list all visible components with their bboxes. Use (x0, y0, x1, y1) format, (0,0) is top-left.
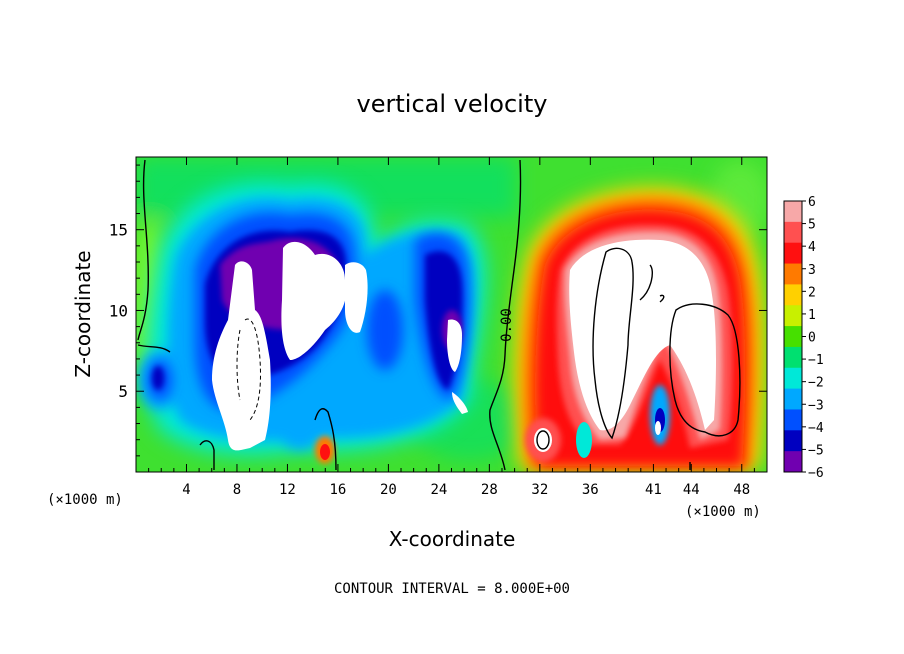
colorbar-tick-label: 6 (808, 195, 816, 210)
y-tick-label: 5 (118, 382, 128, 401)
y-tick-label: 10 (109, 301, 128, 320)
colorbar-tick-label: −1 (808, 353, 824, 368)
colorbar-swatch (784, 367, 802, 390)
x-tick-label: 28 (481, 482, 498, 498)
colorbar-swatch (784, 242, 802, 265)
colorbar-swatch (784, 409, 802, 431)
colorbar-tick-label: −5 (808, 443, 824, 458)
colorbar-swatch (784, 388, 802, 410)
colorbar-swatch (784, 430, 802, 452)
x-tick-label: 48 (733, 482, 750, 498)
x-tick-label: 44 (683, 482, 700, 498)
colorbar-tick-label: 1 (808, 308, 816, 323)
colorbar-swatch (784, 305, 802, 327)
x-tick-label: 24 (430, 482, 447, 498)
colorbar: 6 5 4 3 2 1 0 −1 −2 −3 −4 −5 −6 (783, 195, 824, 481)
colorbar-swatch (784, 201, 802, 223)
colorbar-tick-label: −6 (808, 466, 824, 481)
colorbar-tick-label: −2 (808, 376, 824, 391)
x-tick-label: 36 (582, 482, 599, 498)
colorbar-swatch (784, 346, 802, 369)
colorbar-tick-label: 0 (808, 331, 816, 346)
y-tick-label: 15 (109, 221, 128, 240)
colorbar-tick-label: 5 (808, 218, 816, 233)
colorbar-tick-label: −3 (808, 398, 824, 413)
x-tick-label: 8 (233, 482, 241, 498)
y-axis: 5 10 15 (109, 164, 767, 457)
colorbar-swatch (784, 326, 802, 348)
contour-interval-note: CONTOUR INTERVAL = 8.000E+00 (334, 581, 570, 597)
x-tick-label: 20 (380, 482, 397, 498)
chart-title: vertical velocity (357, 90, 548, 118)
colorbar-tick-label: 4 (808, 240, 816, 255)
y-axis-label: Z-coordinate (71, 250, 95, 377)
heatmap-field (136, 157, 767, 472)
contour-label: 0.00 (499, 308, 515, 342)
colorbar-tick-label: 3 (808, 263, 816, 278)
colorbar-tick-label: 2 (808, 285, 816, 300)
x-tick-label: 4 (182, 482, 190, 498)
x-tick-label: 32 (531, 482, 548, 498)
colorbar-swatch (784, 221, 802, 244)
x-tick-label: 16 (329, 482, 346, 498)
colorbar-tick-label: −4 (808, 421, 824, 436)
colorbar-swatch (784, 284, 802, 306)
x-axis: 4 8 12 16 20 24 28 32 36 41 44 48 (148, 157, 755, 498)
x-unit-right: (×1000 m) (685, 504, 761, 520)
colorbar-swatch (784, 451, 802, 473)
x-tick-label: 41 (645, 482, 662, 498)
x-unit-left: (×1000 m) (47, 492, 123, 508)
x-tick-label: 12 (279, 482, 296, 498)
colorbar-swatch (784, 263, 802, 285)
x-axis-label: X-coordinate (389, 527, 516, 551)
